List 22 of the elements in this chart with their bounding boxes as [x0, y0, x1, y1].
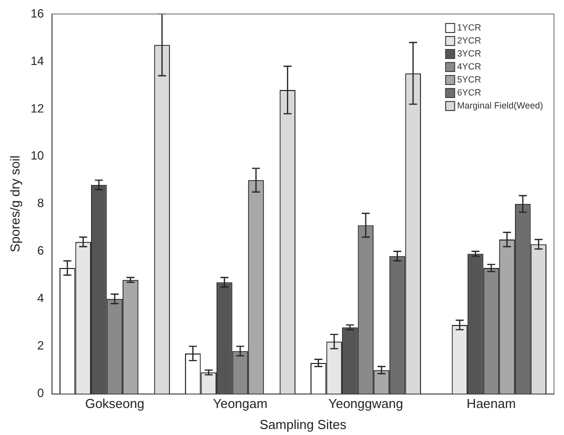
- x-tick-label: Yeongam: [212, 396, 268, 412]
- legend-label: Marginal Field(Weed): [457, 100, 544, 110]
- x-tick-label: Gokseong: [85, 396, 144, 412]
- legend-label: 3YCR: [457, 48, 482, 58]
- x-tick-label: Yeonggwang: [328, 396, 404, 412]
- x-axis-title: Sampling Sites: [260, 416, 347, 432]
- y-axis-title: Spores/g dry soil: [7, 155, 22, 252]
- x-tick-label: Haenam: [466, 396, 516, 412]
- y-tick-label: 6: [37, 244, 44, 258]
- legend-label: 5YCR: [457, 74, 482, 84]
- legend-label: 6YCR: [457, 87, 482, 98]
- y-tick-label: 0: [37, 386, 44, 400]
- legend-label: 1YCR: [457, 22, 482, 32]
- y-tick-label: 4: [37, 291, 44, 306]
- legend-label: 2YCR: [457, 35, 482, 46]
- y-tick-label: 12: [30, 101, 44, 116]
- y-tick-label: 2: [37, 338, 44, 353]
- legend-label: 4YCR: [457, 61, 482, 72]
- y-tick-label: 14: [30, 54, 44, 68]
- y-tick-label: 16: [30, 6, 44, 20]
- y-tick-label: 8: [37, 196, 44, 210]
- y-tick-label: 10: [30, 148, 44, 163]
